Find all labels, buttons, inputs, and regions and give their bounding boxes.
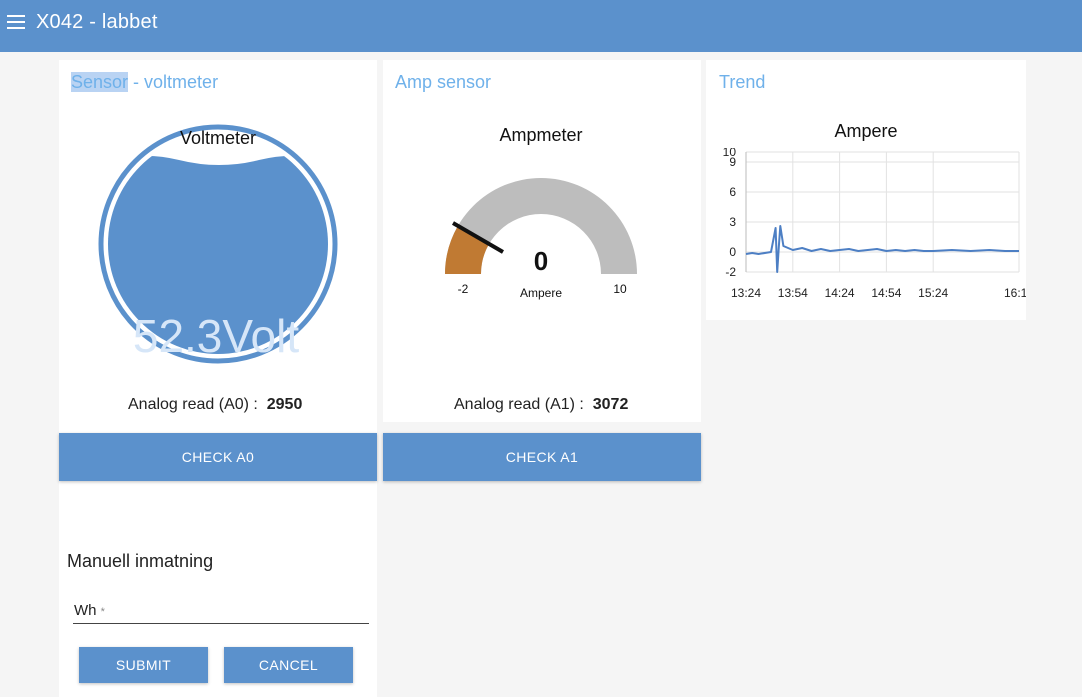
analog-read-a1: Analog read (A1) : 3072 [454,396,628,414]
gauge-min-label: -2 [458,282,469,296]
ampmeter-title: Ampmeter [499,125,583,145]
trend-card-title: Trend [719,72,766,92]
gauge-label: Voltmeter [180,128,256,148]
analog-read-a0-label: Analog read (A0) : [128,396,258,413]
trend-chart: 109 6 3 0 -2 13:24 13:54 14:24 14:54 15:24 16:19 [723,148,1026,300]
trend-card: Trend Ampere 10 9 6 3 0 -2 13:24 13:54 14:24 14:5… [706,60,1026,320]
x-tick-label: 13:24 [731,286,761,300]
analog-read-a1-label: Analog read (A1) : [454,396,584,413]
x-tick-label: 14:24 [825,286,855,300]
title-highlight: Sensor [71,72,129,92]
x-tick-label: 16:19 [1004,286,1026,300]
series-line [745,225,1019,273]
gauge-outer-ring [98,124,338,364]
voltmeter-gauge: Voltmeter 52.3Volt [98,124,338,364]
amp-units: Ampere [520,286,562,300]
submit-button[interactable]: SUBMIT [79,647,208,683]
hamburger-icon[interactable] [7,15,25,29]
cancel-button[interactable]: CANCEL [224,647,353,683]
x-tick-label: 13:54 [778,286,808,300]
top-app-bar: X042 - labbet [0,0,1082,52]
voltmeter-card: Sensor - voltmeter Voltmeter 52.3Volt An… [59,60,377,697]
wh-field-label: Wh * [74,602,105,619]
check-a0-button[interactable]: CHECK A0 [59,433,377,481]
gauge-liquid [108,155,328,354]
app-title: X042 - labbet [36,11,158,33]
gauge-max-label: 10 [613,282,627,296]
wh-field[interactable] [73,623,369,624]
manual-entry-title: Manuell inmatning [67,551,214,571]
voltage-value: 52.3Volt [133,310,299,362]
y-tick-label: 0 [729,245,736,259]
y-tick-label: 9 [729,155,736,169]
gauge-needle [451,221,505,254]
y-tick-label: 6 [729,185,736,199]
y-tick-label: -2 [725,265,736,279]
chart-title: Ampere [834,121,898,141]
voltmeter-card-title: Sensor - voltmeter [71,72,218,93]
amp-card: Amp sensor Ampmeter 0 Ampere -2 10 Analo… [383,60,701,422]
amp-card-title: Amp sensor [395,72,492,92]
title-rest: - voltmeter [128,72,219,92]
y-tick-label: 10 [723,148,737,159]
gauge-track [445,178,637,274]
x-tick-label: 15:24 [918,286,948,300]
analog-read-a0: Analog read (A0) : 2950 [128,396,302,414]
amp-value: 0 [534,246,548,276]
x-tick-label: 14:54 [871,286,901,300]
analog-read-a0-value: 2950 [266,396,303,413]
analog-read-a1-value: 3072 [592,396,629,413]
y-tick-label: 3 [729,215,736,229]
check-a1-button[interactable]: CHECK A1 [383,433,701,481]
ampmeter-gauge: 0 Ampere -2 10 [445,178,637,300]
